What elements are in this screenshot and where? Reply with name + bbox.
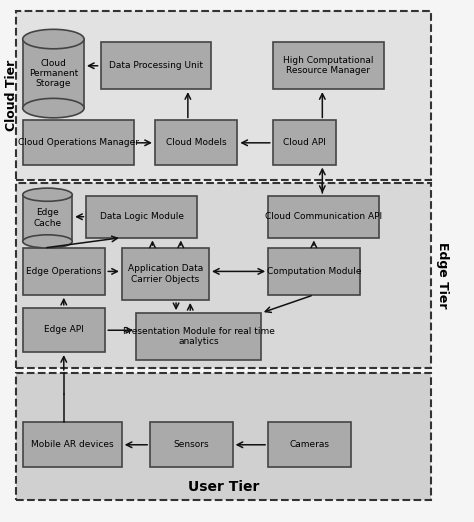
Text: Cloud Tier: Cloud Tier	[5, 60, 18, 132]
FancyBboxPatch shape	[23, 195, 72, 241]
FancyBboxPatch shape	[268, 422, 351, 467]
Ellipse shape	[23, 98, 84, 118]
FancyBboxPatch shape	[122, 248, 209, 300]
FancyBboxPatch shape	[150, 422, 233, 467]
FancyBboxPatch shape	[23, 308, 105, 352]
Text: Sensors: Sensors	[173, 440, 209, 449]
Text: Edge Tier: Edge Tier	[436, 242, 449, 309]
FancyBboxPatch shape	[268, 248, 360, 295]
FancyBboxPatch shape	[16, 11, 431, 180]
Text: Application Data
Carrier Objects: Application Data Carrier Objects	[128, 264, 203, 284]
FancyBboxPatch shape	[23, 39, 84, 108]
FancyBboxPatch shape	[136, 313, 261, 360]
Text: Edge Operations: Edge Operations	[27, 267, 102, 276]
FancyBboxPatch shape	[273, 42, 383, 89]
FancyBboxPatch shape	[23, 422, 122, 467]
FancyBboxPatch shape	[23, 248, 105, 295]
FancyBboxPatch shape	[100, 42, 211, 89]
Text: Edge API: Edge API	[44, 326, 84, 335]
Text: Cloud Communication API: Cloud Communication API	[265, 212, 382, 221]
Text: Data Logic Module: Data Logic Module	[100, 212, 184, 221]
Text: Presentation Module for real time
analytics: Presentation Module for real time analyt…	[123, 327, 274, 346]
Text: Mobile AR devices: Mobile AR devices	[31, 440, 114, 449]
Text: High Computational
Resource Manager: High Computational Resource Manager	[283, 56, 374, 76]
Text: Data Processing Unit: Data Processing Unit	[109, 61, 203, 70]
Ellipse shape	[23, 29, 84, 49]
FancyBboxPatch shape	[86, 196, 197, 238]
FancyBboxPatch shape	[16, 373, 431, 501]
Text: Cloud Operations Manager: Cloud Operations Manager	[18, 138, 139, 147]
Ellipse shape	[23, 188, 72, 201]
Ellipse shape	[23, 235, 72, 248]
FancyBboxPatch shape	[155, 121, 237, 164]
Text: Cloud API: Cloud API	[283, 138, 326, 147]
FancyBboxPatch shape	[23, 121, 134, 164]
Text: Cameras: Cameras	[289, 440, 329, 449]
Text: Edge
Cache: Edge Cache	[34, 208, 62, 228]
Text: Computation Module: Computation Module	[267, 267, 361, 276]
FancyBboxPatch shape	[268, 196, 379, 238]
Text: Cloud
Permanent
Storage: Cloud Permanent Storage	[29, 58, 78, 89]
FancyBboxPatch shape	[16, 183, 431, 367]
Text: User Tier: User Tier	[188, 480, 259, 494]
Text: Cloud Models: Cloud Models	[166, 138, 227, 147]
FancyBboxPatch shape	[273, 121, 337, 164]
